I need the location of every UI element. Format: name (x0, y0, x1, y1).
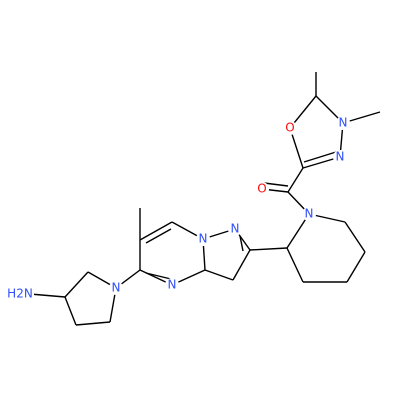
atom-label: N (168, 278, 177, 292)
atom-label: N (199, 232, 208, 246)
atom-label: N (305, 207, 314, 221)
atom-label: N (339, 116, 348, 130)
bonds (29, 72, 381, 326)
atom-label: O (257, 182, 266, 196)
atom-labels: O N N O N N N N N H2N (6, 116, 350, 302)
atom-label: N (336, 150, 345, 164)
atom-label: N (231, 222, 240, 236)
atom-label: H2N (7, 287, 33, 301)
atom-label: O (285, 121, 294, 135)
atom-label: N (112, 281, 121, 295)
